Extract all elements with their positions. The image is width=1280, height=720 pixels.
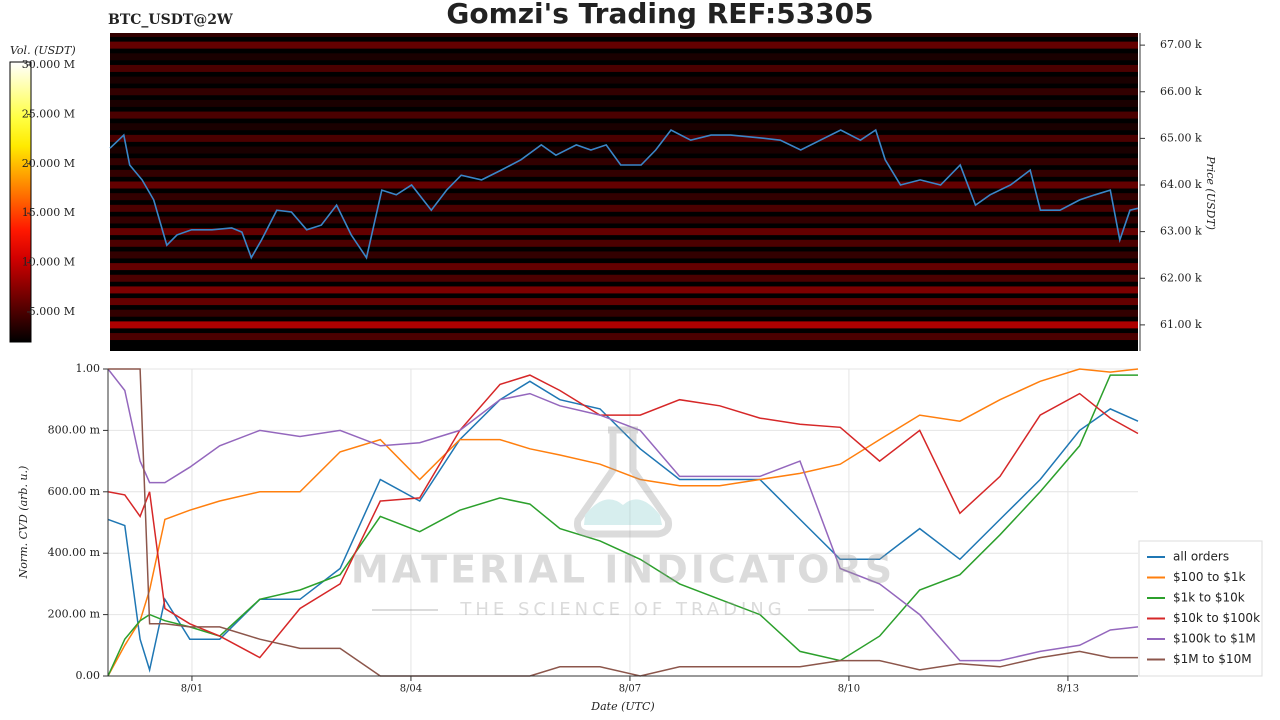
heat-band	[110, 216, 1138, 224]
y-tick-label: 600.00 m	[48, 485, 101, 498]
heat-band	[110, 298, 1138, 306]
plot-area	[108, 369, 1138, 676]
legend-label: $10k to $100k	[1173, 611, 1260, 625]
y-tick-label: 400.00 m	[48, 546, 101, 559]
heat-band	[110, 286, 1138, 294]
x-tick-label: 8/13	[1057, 684, 1079, 695]
heat-band	[110, 76, 1138, 84]
heat-band	[110, 333, 1138, 341]
x-tick-label: 8/04	[400, 684, 422, 695]
heat-band	[110, 33, 1138, 37]
legend-label: $100k to $1M	[1173, 632, 1256, 646]
heat-band	[110, 123, 1138, 131]
y-tick-label: 800.00 m	[48, 423, 101, 436]
heat-band	[110, 228, 1138, 236]
series-line	[107, 368, 1139, 662]
y-tick-label: 61.00 k	[1160, 318, 1202, 331]
x-axis-label: Date (UTC)	[590, 700, 654, 713]
colorbar-tick-label: 20.000 M	[22, 157, 75, 170]
series-line	[108, 368, 1138, 677]
series-line	[107, 368, 1139, 677]
colorbar-tick-label: 30.000 M	[22, 58, 75, 71]
heat-band	[110, 239, 1138, 247]
watermark-subtitle: THE SCIENCE OF TRADING	[459, 599, 785, 620]
colorbar-label: Vol. (USDT)	[10, 44, 76, 57]
x-tick-label: 8/01	[181, 684, 203, 695]
legend-label: $100 to $1k	[1173, 570, 1245, 584]
chart-title: Gomzi's Trading REF:53305	[446, 0, 873, 30]
legend-label: $1k to $10k	[1173, 591, 1245, 605]
x-tick-label: 8/07	[619, 684, 641, 695]
cvd-panel	[107, 368, 1139, 677]
series-line	[107, 374, 1139, 659]
chart-subtitle: BTC_USDT@2W	[108, 12, 233, 28]
colorbar-tick-label: 15.000 M	[22, 206, 75, 219]
y-tick-label: 65.00 k	[1160, 131, 1202, 144]
heat-band	[110, 169, 1138, 177]
heat-band	[110, 134, 1138, 142]
watermark-flask	[574, 426, 672, 538]
heat-band	[110, 41, 1138, 49]
heat-band	[110, 111, 1138, 119]
y-tick-label: 63.00 k	[1160, 225, 1202, 238]
y-tick-label: 66.00 k	[1160, 85, 1202, 98]
y-tick-label: 62.00 k	[1160, 271, 1202, 284]
heat-band	[110, 99, 1138, 107]
y-axis-label: Price (USDT)	[1204, 155, 1217, 230]
heat-band	[110, 88, 1138, 96]
y-tick-label: 67.00 k	[1160, 38, 1202, 51]
colorbar	[9, 61, 32, 343]
watermark-liquid	[584, 499, 662, 525]
heat-band	[110, 64, 1138, 72]
colorbar-tick-label: 10.000 M	[22, 256, 75, 269]
watermark: MATERIAL INDICATORS THE SCIENCE OF TRADI…	[351, 426, 895, 620]
heat-band	[110, 263, 1138, 271]
heatmap-background	[110, 33, 1138, 351]
heat-band	[110, 181, 1138, 189]
series-line	[107, 380, 1139, 673]
x-tick-label: 8/10	[838, 684, 860, 695]
heat-band	[110, 321, 1138, 329]
legend-label: $1M to $10M	[1173, 652, 1252, 666]
y-axis-label: Norm. CVD (arb. u.)	[17, 466, 30, 580]
heat-band	[110, 193, 1138, 201]
colorbar-tick-label: 25.000 M	[22, 107, 75, 120]
y-tick-label: 0.00	[76, 669, 101, 682]
legend-box	[1138, 540, 1263, 677]
colorbar-tick-label: 5.000 M	[29, 305, 75, 318]
y-tick-label: 1.00	[76, 362, 101, 375]
heat-band	[110, 309, 1138, 317]
heat-band	[110, 251, 1138, 259]
y-tick-label: 64.00 k	[1160, 178, 1202, 191]
heat-band	[110, 158, 1138, 166]
heatmap	[109, 33, 1139, 341]
watermark-title: MATERIAL INDICATORS	[351, 548, 895, 592]
heat-band	[110, 204, 1138, 212]
heat-band	[110, 146, 1138, 154]
price-line	[109, 128, 1139, 260]
y-tick-label: 200.00 m	[48, 608, 101, 621]
legend-label: all orders	[1173, 550, 1229, 564]
heat-band	[110, 274, 1138, 282]
heat-band	[110, 53, 1138, 61]
